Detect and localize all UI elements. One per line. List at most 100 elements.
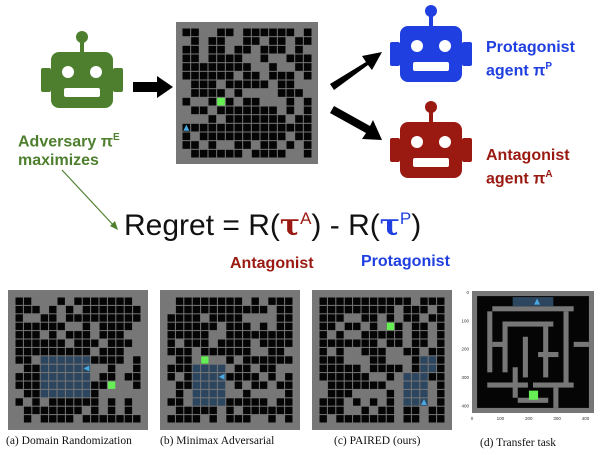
y-tick-label: 0: [466, 290, 469, 295]
grid-cell: [99, 398, 107, 406]
grid-cell: [192, 364, 201, 373]
grid-cell: [344, 373, 353, 381]
grid-cell: [369, 347, 378, 356]
grid-cell: [40, 331, 49, 339]
grid-cell: [395, 297, 403, 305]
grid-cell: [327, 297, 336, 305]
grid-cell: [259, 347, 268, 356]
grid-cell: [428, 322, 437, 331]
grid-cell: [15, 389, 23, 398]
grid-cell: [344, 347, 353, 356]
grid-cell: [286, 54, 295, 63]
grid-cell: [167, 331, 175, 339]
grid-cell: [99, 314, 107, 322]
grid-cell: [107, 389, 116, 398]
grid-cell: [403, 381, 411, 389]
grid-cell: [437, 373, 445, 381]
grid-cell: [49, 415, 57, 423]
grid-cell: [361, 322, 369, 331]
grid-cell: [260, 141, 269, 149]
grid-cell: [243, 356, 251, 364]
grid-cell: [182, 54, 191, 63]
grid-cell: [276, 381, 285, 389]
grid-cell: [191, 106, 199, 115]
grid-cell: [303, 28, 312, 37]
grid-cell: [217, 389, 226, 398]
grid-cell: [184, 406, 192, 415]
grid-cell: [285, 356, 293, 364]
grid-cell: [192, 356, 201, 364]
grid-cell: [303, 54, 312, 63]
grid-cell: [57, 406, 65, 415]
grid-cell: [99, 389, 107, 398]
grid-cell: [91, 331, 99, 339]
grid-cell: [243, 28, 251, 37]
grid-cell: [184, 347, 192, 356]
maze-wall: [538, 352, 559, 358]
grid-cell: [243, 71, 251, 80]
grid-cell: [369, 406, 378, 415]
grid-cell: [49, 331, 57, 339]
grid-cell: [286, 141, 295, 149]
grid-cell: [285, 389, 293, 398]
grid-cell: [395, 389, 403, 398]
grid-cell: [191, 37, 199, 45]
grid-cell: [32, 347, 40, 356]
grid-cell: [226, 415, 234, 423]
grid-cell: [208, 37, 217, 45]
grid-cell: [428, 356, 437, 364]
grid-cell: [268, 398, 276, 406]
grid-cell: [23, 331, 32, 339]
grid-cell: [269, 123, 277, 132]
grid-cell: [49, 347, 57, 356]
grid-cell: [259, 314, 268, 322]
grid-cell: [184, 373, 192, 381]
grid-cell: [243, 331, 251, 339]
grid-cell: [184, 314, 192, 322]
grid-cell: [124, 297, 133, 305]
grid-cell: [437, 347, 445, 356]
grid-cell: [57, 389, 65, 398]
grid-cell: [353, 356, 361, 364]
grid-cell: [82, 373, 91, 381]
grid-cell: [276, 364, 285, 373]
grid-cell: [243, 123, 251, 132]
grid-cell: [286, 115, 295, 123]
maze-wall: [533, 382, 574, 388]
grid-cell: [175, 389, 184, 398]
grid-cell: [437, 398, 445, 406]
goal-cell: [528, 390, 539, 400]
grid-cell: [336, 381, 344, 389]
grid-cell: [319, 381, 327, 389]
grid-cell: [217, 37, 225, 45]
grid-cell: [403, 305, 411, 314]
grid-cell: [411, 389, 420, 398]
grid-cell: [251, 398, 259, 406]
grid-cell: [99, 322, 107, 331]
grid-cell: [411, 398, 420, 406]
grid-cell: [208, 89, 217, 97]
grid-cell: [411, 415, 420, 423]
arrow-to-protagonist-icon: [330, 52, 382, 90]
grid-cell: [191, 97, 199, 106]
grid-cell: [74, 322, 82, 331]
grid-cell: [74, 398, 82, 406]
grid-cell: [260, 63, 269, 71]
grid-cell: [268, 347, 276, 356]
grid-cell: [319, 406, 327, 415]
grid-cell: [403, 406, 411, 415]
grid-cell: [209, 347, 217, 356]
grid-cell: [175, 305, 184, 314]
grid-cell: [167, 389, 175, 398]
grid-cell: [32, 305, 40, 314]
grid-cell: [124, 331, 133, 339]
grid-cell: [209, 389, 217, 398]
grid-cell: [403, 415, 411, 423]
grid-transfer-task: 0 100 200 300 400 0 100 200 300 400: [452, 287, 600, 427]
grid-cell: [225, 28, 234, 37]
grid-cell: [74, 389, 82, 398]
grid-cell: [234, 97, 243, 106]
grid-cell: [226, 398, 234, 406]
grid-cell: [217, 314, 226, 322]
grid-cell: [251, 97, 260, 106]
